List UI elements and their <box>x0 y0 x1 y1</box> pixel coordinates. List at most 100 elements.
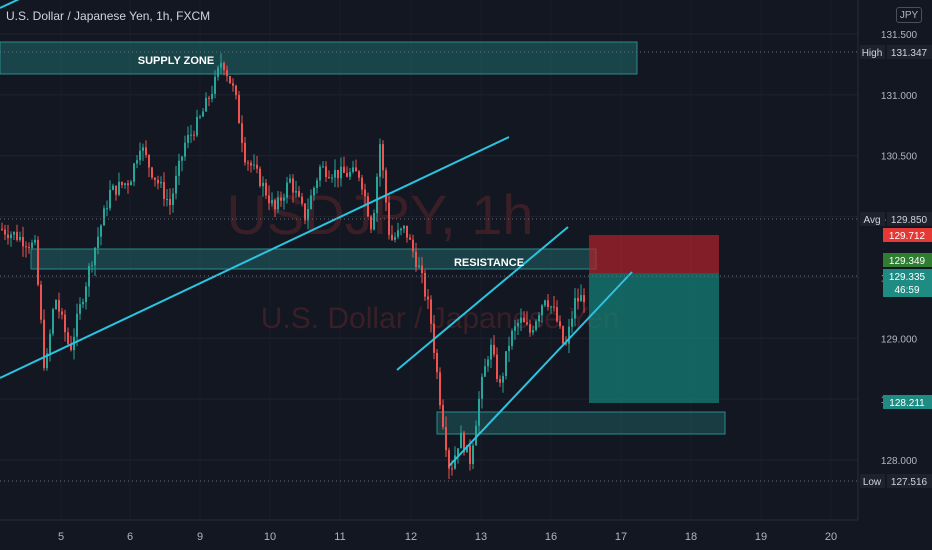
svg-text:High: High <box>862 48 883 59</box>
candle-body <box>241 123 243 143</box>
channel-lower-line[interactable] <box>448 271 633 467</box>
candle-body <box>172 193 174 206</box>
candle-body <box>181 156 183 161</box>
candle-body <box>166 198 168 200</box>
candle-body <box>451 468 453 470</box>
candle-body <box>376 176 378 214</box>
candle-body <box>109 189 111 209</box>
candle-body <box>301 196 303 204</box>
candle-body <box>487 359 489 367</box>
candle-body <box>385 170 387 203</box>
candle-body <box>130 181 132 186</box>
candle-body <box>160 182 162 184</box>
candle-body <box>421 265 423 274</box>
time-tick: 16 <box>545 531 557 543</box>
candle-body <box>70 343 72 351</box>
countdown: 46:59 <box>894 285 919 296</box>
candle-body <box>394 236 396 240</box>
candle-body <box>253 164 255 166</box>
candle-body <box>538 315 540 322</box>
candle-body <box>352 167 354 173</box>
candle-body <box>184 142 186 157</box>
candle-body <box>40 284 42 320</box>
candle-body <box>571 318 573 327</box>
candle-body <box>415 251 417 268</box>
svg-text:128.211: 128.211 <box>889 398 925 409</box>
candle-body <box>103 208 105 226</box>
time-tick: 11 <box>334 531 345 543</box>
candle-body <box>82 302 84 305</box>
candle-body <box>502 376 504 383</box>
candle-body <box>187 135 189 143</box>
candle-body <box>346 172 348 177</box>
candle-body <box>115 185 117 195</box>
candle-body <box>505 351 507 377</box>
candle-body <box>268 195 270 204</box>
candle-body <box>214 76 216 94</box>
candle-body <box>199 116 201 118</box>
resistance-label: RESISTANCE <box>454 257 524 269</box>
candle-body <box>508 345 510 352</box>
svg-text:129.850: 129.850 <box>891 215 928 226</box>
candle-body <box>577 298 579 302</box>
candle-body <box>499 378 501 383</box>
candle-body <box>34 239 36 243</box>
candle-body <box>442 405 444 428</box>
candle-body <box>208 97 210 99</box>
trendline-long[interactable] <box>0 136 510 379</box>
candle-body <box>391 234 393 240</box>
candle-body <box>334 169 336 178</box>
candle-body <box>217 67 219 77</box>
time-axis[interactable]: 5 6 9 10 11 12 13 16 17 18 19 20 <box>0 519 932 550</box>
svg-text:129.349: 129.349 <box>889 256 926 267</box>
candle-body <box>97 236 99 248</box>
candle-body <box>337 169 339 179</box>
supply-zone-label: SUPPLY ZONE <box>138 55 214 67</box>
candle-body <box>106 208 108 210</box>
candle-body <box>55 300 57 310</box>
currency-button[interactable]: JPY <box>896 7 922 23</box>
candle-body <box>418 265 420 268</box>
candle-body <box>364 189 366 197</box>
candle-body <box>292 178 294 193</box>
candle-body <box>568 326 570 344</box>
high-price-label: High 131.347 <box>860 45 932 59</box>
candle-body <box>529 324 531 333</box>
trendline-corner[interactable] <box>0 0 28 9</box>
svg-text:131.347: 131.347 <box>891 48 928 59</box>
stop-loss-box[interactable] <box>589 235 719 273</box>
channel-upper-line[interactable] <box>396 226 569 371</box>
candle-body <box>343 166 345 173</box>
candle-body <box>358 171 360 178</box>
take-profit-box[interactable] <box>589 273 719 403</box>
candle-body <box>229 76 231 84</box>
candle-body <box>493 344 495 355</box>
supply-zone-box[interactable] <box>0 41 638 75</box>
candle-body <box>559 321 561 327</box>
candle-body <box>247 162 249 164</box>
candle-body <box>475 425 477 446</box>
candle-body <box>322 166 324 168</box>
time-tick: 5 <box>58 531 64 543</box>
candle-body <box>205 97 207 112</box>
candle-body <box>31 242 33 248</box>
candle-body <box>76 313 78 337</box>
candle-body <box>271 200 273 204</box>
candle-body <box>319 166 321 181</box>
candle-body <box>46 353 48 369</box>
candle-body <box>7 234 9 239</box>
demand-zone-box[interactable] <box>436 411 726 435</box>
candle-body <box>403 225 405 229</box>
candle-body <box>313 187 315 196</box>
watermark-name: U.S. Dollar / Japanese Yen <box>261 302 620 335</box>
time-tick: 18 <box>685 531 697 543</box>
candle-body <box>64 314 66 333</box>
candle-body <box>136 160 138 164</box>
candle-body <box>355 167 357 172</box>
candle-body <box>163 182 165 199</box>
candle-body <box>436 352 438 373</box>
candle-body <box>553 306 555 308</box>
time-tick: 10 <box>264 531 276 543</box>
candle-body <box>100 225 102 237</box>
